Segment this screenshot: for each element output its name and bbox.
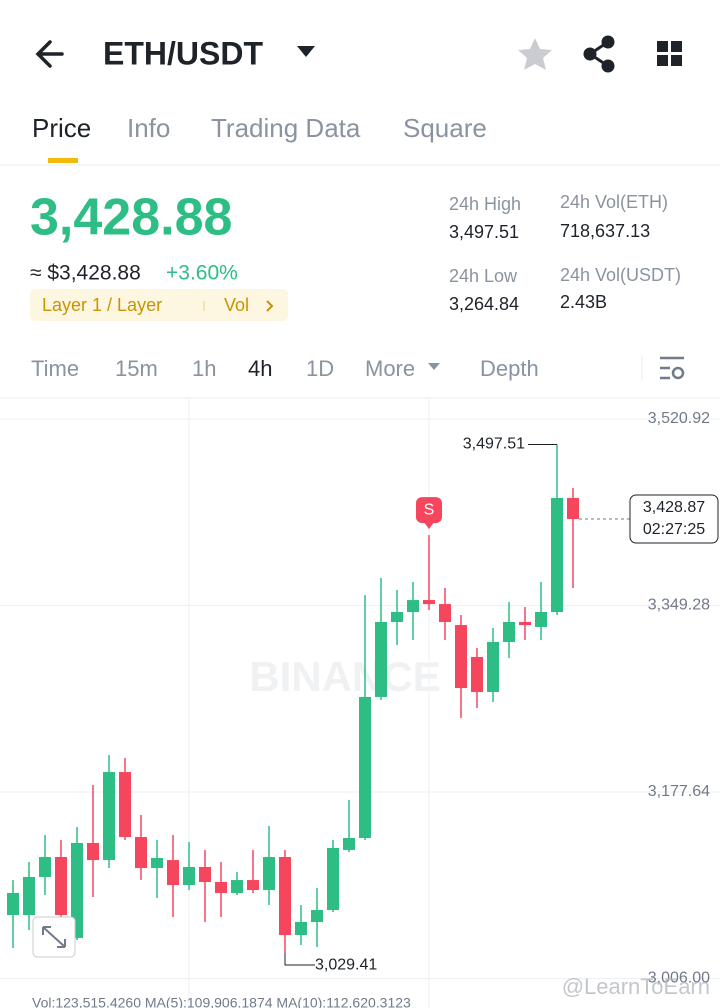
candle-body [263,857,275,891]
interval[interactable]: 4h [248,356,272,381]
candle-body [183,867,195,886]
favorite-icon[interactable] [518,38,552,70]
tab[interactable]: Square [403,113,487,143]
chart: BINANCE 3,520.92 3,349.28 3,177.64 3,006.00… [0,398,720,1008]
pair-title[interactable]: ETH/USDT [103,35,263,71]
interval[interactable]: Time [31,356,79,381]
candle-body [375,621,387,697]
candle-body [279,857,291,936]
candle-body [343,837,355,850]
stat-value: 2.43B [560,292,607,312]
tag-label[interactable]: Layer 1 / Layer [42,295,162,315]
interval[interactable]: Depth [480,356,539,381]
tag-arrow [266,300,274,312]
candle-body [7,892,19,916]
signal-marker [416,497,442,524]
watermark: BINANCE [249,653,440,700]
candle-body [439,604,451,622]
stat-value: 3,264.84 [449,294,519,314]
countdown-label: 02:27:25 [643,521,705,538]
last-price: 3,428.88 [30,189,232,247]
high-annotation: 3,497.51 [463,436,525,453]
y-tick-label: 3,177.64 [648,783,710,800]
candle-body [295,921,307,936]
candle-body [407,600,419,612]
candle-body [39,857,51,878]
low-annotation: 3,029.41 [315,956,377,973]
stat-label: 24h Vol(USDT) [560,265,681,285]
candle-body [199,867,211,883]
expand-icon [42,926,66,948]
volume-info: Vol:123,515.4260 MA(5):109,906.1874 MA(1… [32,995,411,1008]
candle-body [103,772,115,861]
y-tick-label: 3,349.28 [648,597,710,614]
stat-value: 718,637.13 [560,221,650,241]
candle-body [567,498,579,520]
candle-body [247,880,259,891]
tag-chip[interactable] [30,289,288,321]
candle-body [87,842,99,861]
candle-body [119,772,131,838]
stat-label: 24h High [449,194,521,214]
candle-body [151,857,163,868]
back-button[interactable] [35,40,64,68]
tab[interactable]: Price [32,113,91,143]
chart-settings-icon[interactable] [660,356,685,380]
last-price-box [629,494,719,544]
pair-dropdown[interactable] [297,46,315,57]
interval[interactable]: 1h [192,356,216,381]
fiat-price: ≈ $3,428.88 [30,262,141,285]
candle-body [55,857,67,916]
candle-body [311,910,323,922]
tab[interactable]: Info [127,113,170,143]
menu-icon[interactable] [657,41,682,66]
candle-body [503,621,515,642]
candle-body [423,600,435,605]
stat-value: 3,497.51 [449,222,519,242]
signal-label: S [424,501,435,518]
interval[interactable]: 15m [115,356,158,381]
stat-label: 24h Low [449,266,518,286]
candle-body [359,696,371,838]
candle-body [71,842,83,938]
more-arrow [428,363,440,370]
low-connector [284,953,315,966]
interval[interactable]: More [365,356,415,381]
tab-indicator [48,158,78,163]
y-tick-label: 3,520.92 [648,410,710,427]
candle-body [551,498,563,612]
tab[interactable]: Trading Data [211,113,361,143]
y-tick-label: 3,006.00 [648,970,710,987]
candle-body [487,641,499,692]
stat-label: 24h Vol(ETH) [560,192,668,212]
candle-body [167,860,179,886]
signal-pointer [424,522,434,530]
candle-body [455,625,467,689]
candle-body [135,837,147,868]
last-price-label: 3,428.87 [643,499,705,516]
interval[interactable]: 1D [306,356,334,381]
candle-body [391,611,403,622]
credit: @LearnToEarn [562,974,710,999]
candle-body [23,877,35,916]
candle-body [327,847,339,911]
candle-body [519,621,531,626]
share-icon[interactable] [583,35,615,73]
tag-extra[interactable]: Vol [224,295,249,315]
candle-body [535,611,547,627]
candle-body [231,880,243,893]
price-change: +3.60% [166,262,238,285]
candle-body [215,882,227,893]
candle-body [471,656,483,692]
